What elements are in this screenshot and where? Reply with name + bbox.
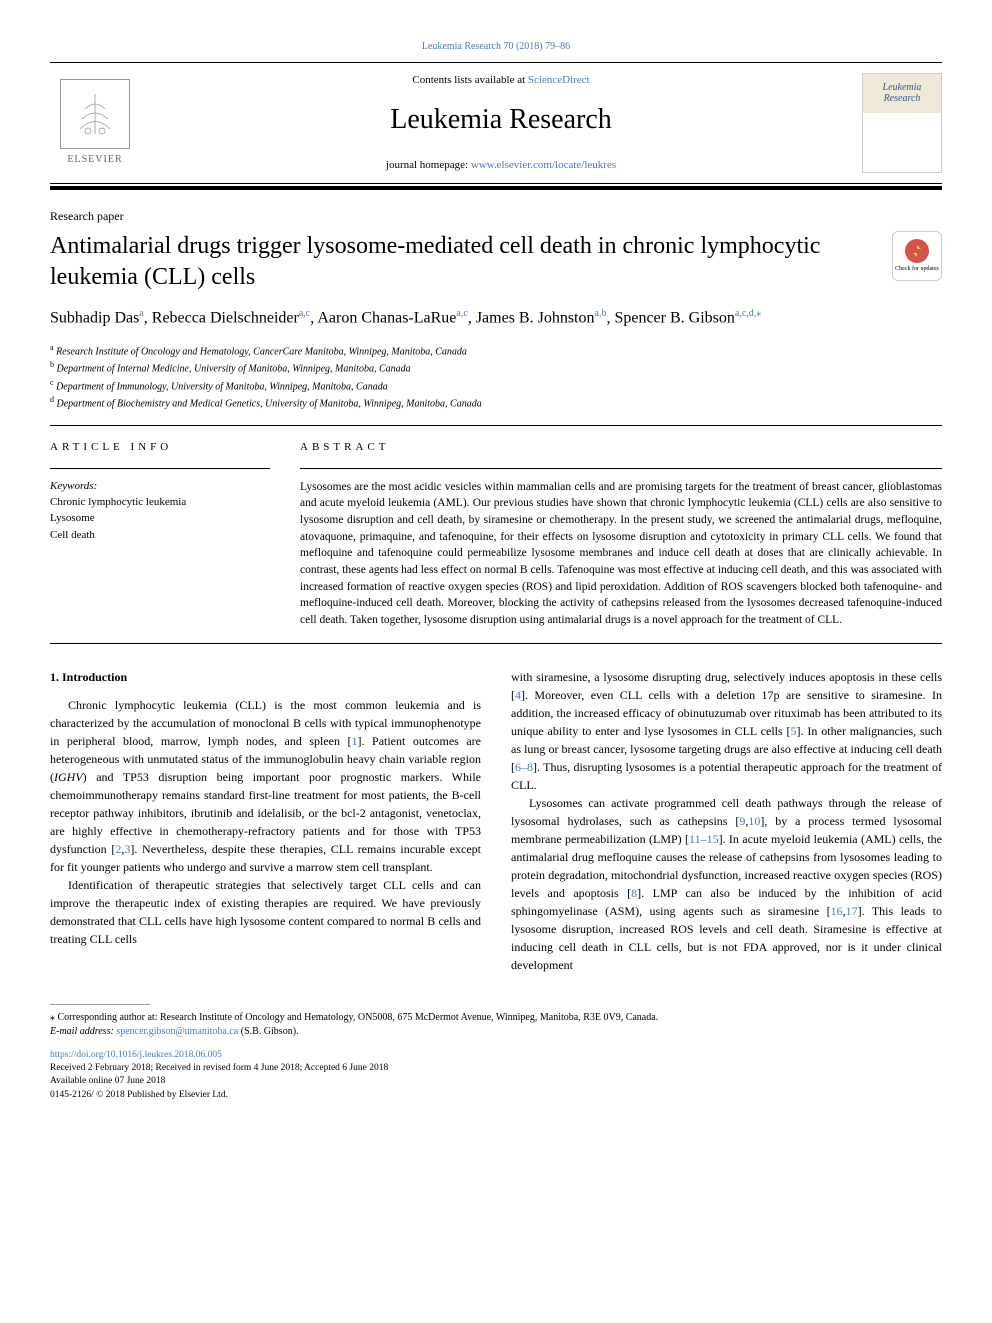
abstract-text: Lysosomes are the most acidic vesicles w… <box>300 479 942 629</box>
homepage-link[interactable]: www.elsevier.com/locate/leukres <box>471 159 616 171</box>
abstract-column: ABSTRACT Lysosomes are the most acidic v… <box>300 440 942 628</box>
body-col-left: 1. Introduction Chronic lymphocytic leuk… <box>50 668 481 974</box>
elsevier-tree-icon <box>60 79 130 149</box>
check-updates-label: Check for updates <box>895 265 939 273</box>
received-line: Received 2 February 2018; Received in re… <box>50 1062 942 1075</box>
homepage-line: journal homepage: www.elsevier.com/locat… <box>140 158 862 173</box>
article-info-header: ARTICLE INFO <box>50 440 270 455</box>
footnote-separator <box>50 1004 150 1005</box>
body-columns: 1. Introduction Chronic lymphocytic leuk… <box>50 668 942 974</box>
article-info-column: ARTICLE INFO Keywords: Chronic lymphocyt… <box>50 440 270 628</box>
sciencedirect-link[interactable]: ScienceDirect <box>528 74 590 86</box>
paper-type: Research paper <box>50 208 942 225</box>
affiliation-line: d Department of Biochemistry and Medical… <box>50 394 942 411</box>
keywords-label: Keywords: <box>50 479 270 494</box>
header-center: Contents lists available at ScienceDirec… <box>140 73 862 173</box>
copyright-line: 0145-2126/ © 2018 Published by Elsevier … <box>50 1089 942 1102</box>
keywords-list: Chronic lymphocytic leukemiaLysosomeCell… <box>50 494 270 544</box>
cover-title: Leukemia Research <box>863 82 941 104</box>
affiliations: a Research Institute of Oncology and Hem… <box>50 342 942 411</box>
available-line: Available online 07 June 2018 <box>50 1075 942 1088</box>
citation-link[interactable]: Leukemia Research 70 (2018) 79–86 <box>422 41 570 52</box>
body-para-3: with siramesine, a lysosome disrupting d… <box>511 668 942 794</box>
paper-title: Antimalarial drugs trigger lysosome-medi… <box>50 231 872 293</box>
keyword-item: Cell death <box>50 527 270 544</box>
elsevier-logo[interactable]: ELSEVIER <box>50 73 140 173</box>
abstract-header: ABSTRACT <box>300 440 942 455</box>
journal-cover-thumbnail[interactable]: Leukemia Research <box>862 73 942 173</box>
doi-link[interactable]: https://doi.org/10.1016/j.leukres.2018.0… <box>50 1050 222 1060</box>
journal-title: Leukemia Research <box>140 100 862 139</box>
check-updates-badge[interactable]: Check for updates <box>892 231 942 281</box>
email-label: E-mail address: <box>50 1026 116 1037</box>
body-col-right: with siramesine, a lysosome disrupting d… <box>511 668 942 974</box>
check-updates-icon <box>905 239 929 263</box>
citation-header: Leukemia Research 70 (2018) 79–86 <box>50 40 942 54</box>
contents-line: Contents lists available at ScienceDirec… <box>140 73 862 88</box>
keyword-item: Lysosome <box>50 510 270 527</box>
divider-bottom <box>50 643 942 644</box>
keyword-item: Chronic lymphocytic leukemia <box>50 494 270 511</box>
affiliation-line: a Research Institute of Oncology and Hem… <box>50 342 942 359</box>
affiliation-line: b Department of Internal Medicine, Unive… <box>50 359 942 376</box>
doi-block: https://doi.org/10.1016/j.leukres.2018.0… <box>50 1049 942 1102</box>
corr-author-line: ⁎ Corresponding author at: Research Inst… <box>50 1011 942 1025</box>
info-divider <box>50 468 270 469</box>
body-para-4: Lysosomes can activate programmed cell d… <box>511 794 942 974</box>
email-name: (S.B. Gibson). <box>238 1026 298 1037</box>
divider-top <box>50 425 942 426</box>
authors-line: Subhadip Dasa, Rebecca Dielschneidera,c,… <box>50 307 942 330</box>
corresponding-footnote: ⁎ Corresponding author at: Research Inst… <box>50 1011 942 1039</box>
email-link[interactable]: spencer.gibson@umanitoba.ca <box>116 1026 238 1037</box>
header-black-bar <box>50 186 942 190</box>
email-line: E-mail address: spencer.gibson@umanitoba… <box>50 1025 942 1039</box>
homepage-prefix: journal homepage: <box>386 159 471 171</box>
body-para-1: Chronic lymphocytic leukemia (CLL) is th… <box>50 696 481 876</box>
contents-prefix: Contents lists available at <box>412 74 527 86</box>
abstract-divider <box>300 468 942 469</box>
journal-header-box: ELSEVIER Contents lists available at Sci… <box>50 62 942 184</box>
intro-heading: 1. Introduction <box>50 668 481 686</box>
elsevier-label: ELSEVIER <box>67 153 122 167</box>
affiliation-line: c Department of Immunology, University o… <box>50 377 942 394</box>
body-para-2: Identification of therapeutic strategies… <box>50 876 481 948</box>
